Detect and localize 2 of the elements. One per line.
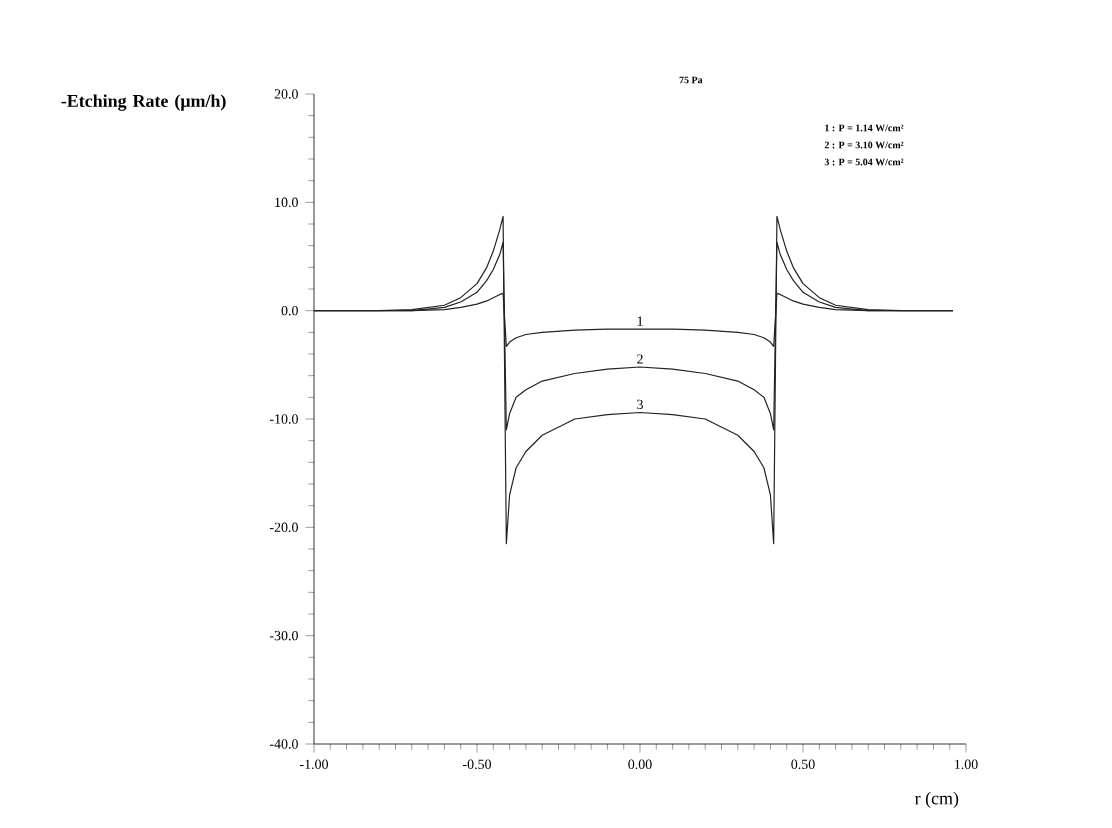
y-axis-title: -Etching Rate (μm/h): [61, 94, 226, 111]
x-axis-title: r (cm): [915, 791, 959, 809]
